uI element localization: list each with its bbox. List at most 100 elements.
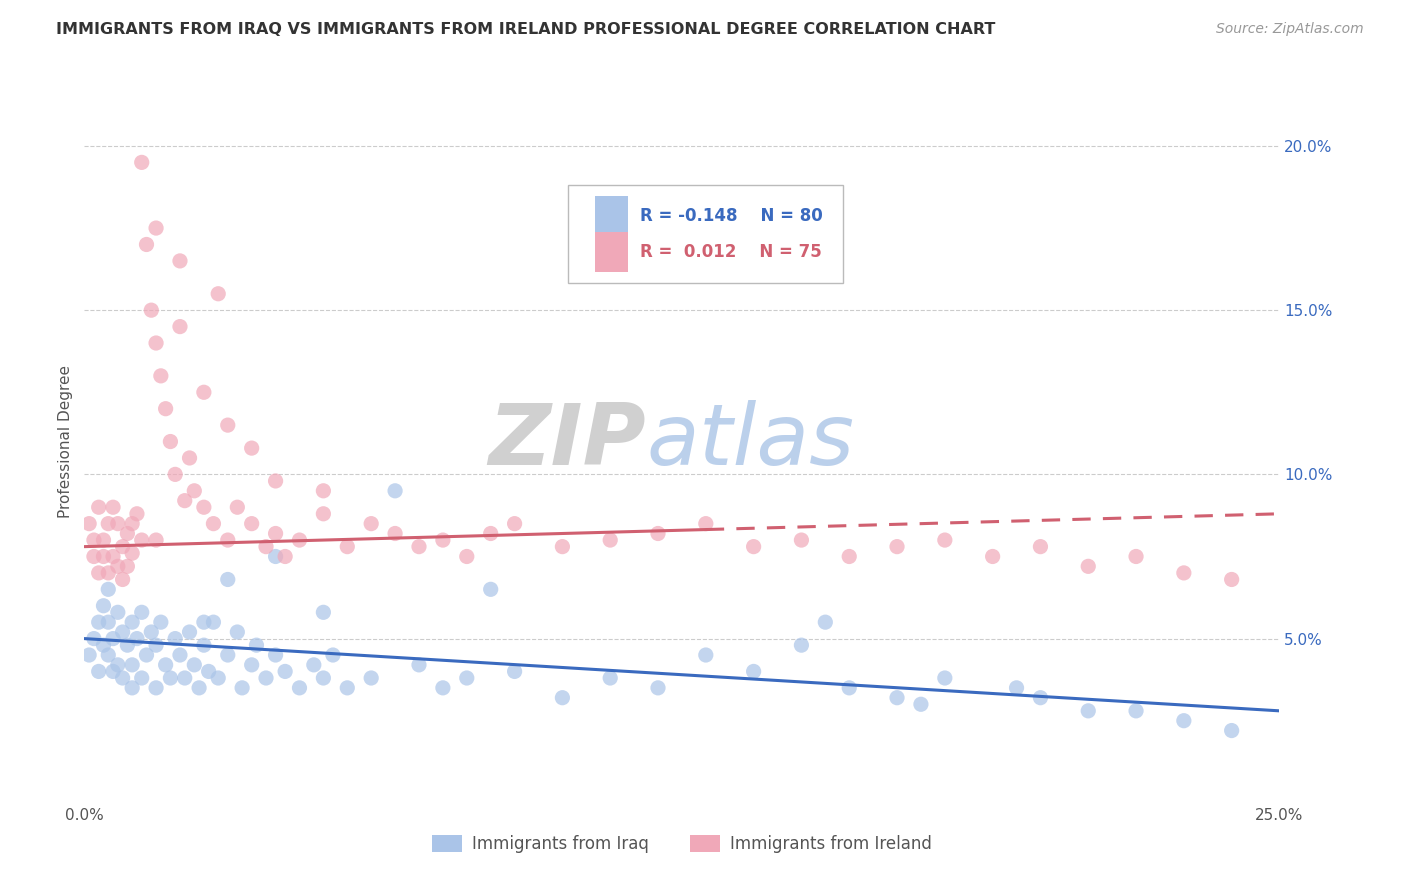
- Point: [87, 500, 110, 515]
- Point: [145, 638, 167, 652]
- FancyBboxPatch shape: [595, 232, 628, 272]
- Point: [87, 566, 110, 580]
- Point: [179, 625, 201, 640]
- Point: [1077, 559, 1099, 574]
- Point: [83, 549, 105, 564]
- Point: [695, 648, 717, 662]
- Point: [145, 336, 167, 351]
- Point: [111, 573, 134, 587]
- Point: [1077, 704, 1099, 718]
- Point: [312, 671, 335, 685]
- Point: [107, 605, 129, 619]
- Point: [97, 615, 120, 630]
- Point: [169, 648, 191, 662]
- Point: [1173, 714, 1195, 728]
- Point: [159, 671, 181, 685]
- Point: [101, 549, 124, 564]
- Point: [121, 546, 143, 560]
- Point: [384, 526, 406, 541]
- Point: [599, 671, 621, 685]
- Point: [217, 533, 239, 547]
- Point: [254, 671, 277, 685]
- Point: [107, 559, 129, 574]
- Y-axis label: Professional Degree: Professional Degree: [58, 365, 73, 518]
- Point: [288, 533, 311, 547]
- Point: [193, 615, 215, 630]
- Point: [165, 467, 187, 482]
- Point: [125, 632, 148, 646]
- Point: [551, 690, 574, 705]
- Point: [101, 632, 124, 646]
- Point: [264, 526, 287, 541]
- Point: [551, 540, 574, 554]
- Point: [312, 483, 335, 498]
- Point: [135, 648, 157, 662]
- Point: [274, 665, 297, 679]
- Point: [1220, 723, 1243, 738]
- Point: [217, 648, 239, 662]
- FancyBboxPatch shape: [595, 195, 628, 235]
- Point: [790, 638, 813, 652]
- Point: [934, 671, 956, 685]
- Point: [155, 657, 177, 672]
- Point: [145, 681, 167, 695]
- Text: Source: ZipAtlas.com: Source: ZipAtlas.com: [1216, 22, 1364, 37]
- Point: [165, 632, 187, 646]
- Point: [87, 615, 110, 630]
- Point: [479, 526, 502, 541]
- Point: [322, 648, 344, 662]
- Point: [360, 516, 382, 531]
- Point: [193, 500, 215, 515]
- Point: [145, 221, 167, 235]
- Point: [183, 657, 205, 672]
- Point: [336, 540, 359, 554]
- Point: [202, 516, 225, 531]
- Point: [97, 648, 120, 662]
- Point: [101, 665, 124, 679]
- Point: [312, 507, 335, 521]
- Point: [179, 450, 201, 465]
- Point: [93, 638, 115, 652]
- Point: [479, 582, 502, 597]
- Point: [93, 549, 115, 564]
- Point: [93, 533, 115, 547]
- Point: [838, 549, 860, 564]
- Point: [97, 566, 120, 580]
- Point: [647, 681, 669, 695]
- Point: [155, 401, 177, 416]
- Point: [111, 671, 134, 685]
- Point: [226, 625, 249, 640]
- Point: [910, 698, 932, 712]
- Text: IMMIGRANTS FROM IRAQ VS IMMIGRANTS FROM IRELAND PROFESSIONAL DEGREE CORRELATION : IMMIGRANTS FROM IRAQ VS IMMIGRANTS FROM …: [56, 22, 995, 37]
- Point: [183, 483, 205, 498]
- Point: [240, 516, 263, 531]
- Point: [77, 648, 100, 662]
- Point: [742, 665, 765, 679]
- Point: [790, 533, 813, 547]
- Point: [173, 493, 195, 508]
- Point: [1029, 540, 1052, 554]
- Point: [173, 671, 195, 685]
- Point: [240, 657, 263, 672]
- Point: [1029, 690, 1052, 705]
- Point: [264, 474, 287, 488]
- Point: [202, 615, 225, 630]
- Point: [503, 665, 526, 679]
- Point: [695, 516, 717, 531]
- Point: [125, 507, 148, 521]
- Point: [207, 671, 229, 685]
- Point: [169, 319, 191, 334]
- Point: [77, 516, 100, 531]
- Point: [934, 533, 956, 547]
- Point: [288, 681, 311, 695]
- Point: [121, 681, 143, 695]
- Point: [111, 540, 134, 554]
- Point: [456, 671, 478, 685]
- Point: [188, 681, 211, 695]
- Point: [111, 625, 134, 640]
- Point: [240, 441, 263, 455]
- Point: [193, 385, 215, 400]
- Point: [886, 690, 908, 705]
- Point: [264, 549, 287, 564]
- Point: [101, 500, 124, 515]
